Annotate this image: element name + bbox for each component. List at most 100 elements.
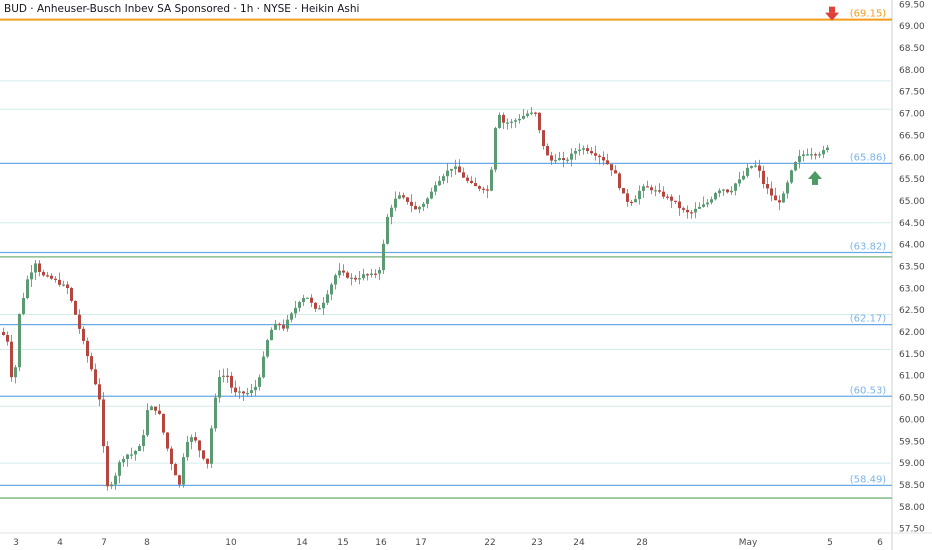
candle-down[interactable] [94,369,97,385]
candle-down[interactable] [502,114,505,123]
candle-up[interactable] [446,170,449,177]
candle-down[interactable] [174,464,177,476]
candle-down[interactable] [538,112,541,131]
candle-up[interactable] [578,149,581,152]
candle-down[interactable] [54,278,57,280]
candle-up[interactable] [806,154,809,156]
candle-up[interactable] [494,127,497,170]
candle-up[interactable] [794,162,797,171]
candle-down[interactable] [66,284,69,288]
candle-up[interactable] [334,275,337,285]
candle-down[interactable] [342,270,345,273]
candle-up[interactable] [802,154,805,157]
candle-up[interactable] [654,190,657,192]
candle-down[interactable] [78,314,81,329]
candle-up[interactable] [394,198,397,208]
candle-down[interactable] [666,196,669,198]
candle-down[interactable] [410,201,413,206]
candle-down[interactable] [814,154,817,156]
candle-down[interactable] [414,205,417,210]
candle-down[interactable] [550,155,553,161]
candle-down[interactable] [170,448,173,465]
candle-down[interactable] [70,287,73,301]
candle-down[interactable] [50,275,53,279]
candle-up[interactable] [286,319,289,329]
candle-up[interactable] [122,458,125,463]
candle-up[interactable] [274,323,277,330]
candle-down[interactable] [686,209,689,213]
candle-up[interactable] [510,121,513,123]
candle-up[interactable] [706,202,709,205]
candle-up[interactable] [126,454,129,459]
candle-down[interactable] [762,170,765,184]
candle-down[interactable] [42,271,45,276]
candle-up[interactable] [134,450,137,455]
candle-up[interactable] [186,441,189,458]
candle-down[interactable] [86,340,89,357]
candle-up[interactable] [810,154,813,156]
candle-down[interactable] [546,146,549,156]
candle-up[interactable] [118,462,121,476]
candle-up[interactable] [718,190,721,194]
candle-down[interactable] [646,186,649,188]
candle-down[interactable] [366,274,369,276]
candle-down[interactable] [598,155,601,158]
candle-up[interactable] [634,199,637,203]
candle-down[interactable] [6,334,9,342]
candle-down[interactable] [670,196,673,201]
candle-up[interactable] [454,166,457,169]
candle-up[interactable] [698,206,701,209]
candle-up[interactable] [574,151,577,154]
candle-down[interactable] [758,165,761,171]
candle-up[interactable] [530,112,533,114]
candle-down[interactable] [242,391,245,394]
candle-up[interactable] [266,340,269,357]
candle-down[interactable] [586,148,589,152]
candle-up[interactable] [642,186,645,191]
candle-down[interactable] [770,188,773,196]
candle-up[interactable] [326,294,329,303]
candle-up[interactable] [14,367,17,378]
candle-up[interactable] [218,377,221,398]
candle-up[interactable] [738,179,741,184]
candle-down[interactable] [678,201,681,209]
candle-up[interactable] [418,206,421,210]
candle-down[interactable] [774,195,777,201]
candle-up[interactable] [270,329,273,341]
candle-up[interactable] [638,190,641,200]
candle-up[interactable] [702,204,705,207]
candle-up[interactable] [182,457,185,485]
candle-down[interactable] [726,189,729,193]
candle-up[interactable] [18,314,21,368]
candle-up[interactable] [438,180,441,186]
candle-down[interactable] [658,190,661,192]
candle-up[interactable] [238,391,241,393]
candle-up[interactable] [558,158,561,161]
candle-up[interactable] [378,269,381,274]
candle-down[interactable] [674,200,677,202]
candle-down[interactable] [82,328,85,341]
candle-down[interactable] [234,387,237,393]
candle-up[interactable] [30,272,33,280]
candle-down[interactable] [626,193,629,202]
candle-up[interactable] [302,297,305,303]
candle-up[interactable] [742,175,745,180]
candle-up[interactable] [350,277,353,279]
candle-up[interactable] [358,278,361,280]
candle-down[interactable] [406,197,409,202]
candle-up[interactable] [434,185,437,192]
candle-down[interactable] [154,406,157,411]
candle-down[interactable] [622,188,625,194]
candle-down[interactable] [226,375,229,377]
candle-up[interactable] [222,375,225,378]
candle-down[interactable] [534,112,537,114]
candle-down[interactable] [630,201,633,204]
candle-up[interactable] [130,454,133,456]
candle-up[interactable] [442,176,445,181]
candle-down[interactable] [198,440,201,451]
candle-up[interactable] [430,191,433,199]
candle-down[interactable] [282,325,285,329]
candle-up[interactable] [146,410,149,436]
candle-up[interactable] [26,279,29,299]
candle-up[interactable] [382,243,385,270]
